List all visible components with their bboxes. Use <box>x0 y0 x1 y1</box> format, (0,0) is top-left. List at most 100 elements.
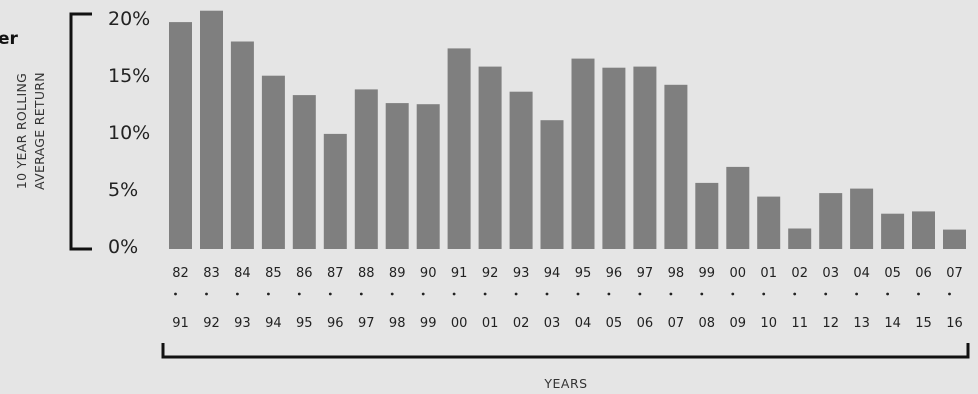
bar <box>850 188 874 249</box>
x-tick-label-end: 98 <box>389 316 406 331</box>
x-tick-label-start: 90 <box>420 266 437 281</box>
x-tick-label-end: 91 <box>172 316 189 331</box>
y-tick-label: 5% <box>108 179 138 201</box>
y-tick-label: 10% <box>108 122 150 144</box>
separator-dot <box>607 292 611 296</box>
bars <box>169 10 966 250</box>
separator-dot <box>824 292 828 296</box>
bar <box>881 213 905 249</box>
y-axis-bracket <box>69 12 92 251</box>
x-tick-label-end: 97 <box>358 316 375 331</box>
x-tick-label-end: 92 <box>203 316 220 331</box>
bar <box>819 193 843 249</box>
x-tick-label-start: 03 <box>822 266 839 281</box>
bar <box>695 182 719 249</box>
separator-dot <box>731 292 735 296</box>
separator-dot <box>793 292 797 296</box>
x-tick-label-start: 07 <box>946 266 963 281</box>
bar <box>788 228 812 249</box>
separator-dot <box>638 292 642 296</box>
separator-dot <box>236 292 239 296</box>
x-tick-label-start: 04 <box>853 266 870 281</box>
x-tick-labels-end-year: 91 92 93 94 95 96 97 98 99 00 01 02 03 04 05 06 07 08 09 10… <box>172 316 963 331</box>
x-tick-label-start: 92 <box>482 266 499 281</box>
separator-dot <box>297 292 301 296</box>
x-tick-label-end: 08 <box>699 316 716 331</box>
x-tick-label-start: 05 <box>884 266 901 281</box>
separator-dot <box>886 292 889 296</box>
bar <box>200 10 223 250</box>
x-tick-labels-start-year: 82 83 84 85 86 87 88 89 90 91 92 93 94 95 96 97 98 99 00 01… <box>172 266 963 281</box>
x-tick-label-start: 95 <box>575 266 592 281</box>
x-tick-label-start: 02 <box>791 266 808 281</box>
x-tick-label-start: 99 <box>699 266 716 281</box>
separator-dot <box>514 292 518 296</box>
bar <box>509 91 533 249</box>
separator-dot <box>483 292 487 296</box>
x-tick-label-start: 85 <box>265 266 282 281</box>
bar <box>943 229 966 249</box>
x-tick-label-end: 93 <box>234 316 251 331</box>
bar <box>726 166 750 249</box>
separator-dot <box>545 292 549 296</box>
bar <box>540 120 564 249</box>
x-tick-label-start: 84 <box>234 266 251 281</box>
x-tick-label-end: 12 <box>822 316 839 331</box>
bar <box>416 104 440 249</box>
bar <box>261 75 285 249</box>
x-tick-label-start: 01 <box>760 266 777 281</box>
x-tick-label-start: 94 <box>544 266 561 281</box>
separator-dot <box>948 292 951 296</box>
x-tick-label-start: 93 <box>513 266 530 281</box>
bar <box>664 84 688 249</box>
separator-dot <box>421 292 425 296</box>
x-tick-label-end: 94 <box>265 316 282 331</box>
x-tick-label-end: 95 <box>296 316 313 331</box>
y-axis-label-line2: AVERAGE RETURN <box>32 72 47 190</box>
x-tick-label-end: 02 <box>513 316 530 331</box>
separator-dot <box>205 292 208 296</box>
x-tick-label-start: 06 <box>915 266 932 281</box>
x-tick-label-end: 16 <box>946 316 963 331</box>
x-tick-label-end: 05 <box>606 316 623 331</box>
separator-dot <box>359 292 363 296</box>
x-tick-label-start: 86 <box>296 266 313 281</box>
x-tick-label-end: 13 <box>853 316 870 331</box>
bar <box>354 89 378 250</box>
x-tick-label-end: 96 <box>327 316 344 331</box>
bar <box>633 66 657 249</box>
bar <box>447 48 471 250</box>
cropped-title-fragment: er <box>0 29 19 49</box>
separator-dot <box>267 292 270 296</box>
dotted-separator <box>174 292 951 296</box>
bar <box>478 66 502 249</box>
x-tick-label-end: 11 <box>791 316 808 331</box>
y-axis-label: 10 YEAR ROLLING AVERAGE RETURN <box>14 72 47 190</box>
x-tick-label-end: 04 <box>575 316 592 331</box>
x-tick-label-start: 82 <box>172 266 189 281</box>
separator-dot <box>762 292 766 296</box>
separator-dot <box>328 292 332 296</box>
x-tick-label-start: 88 <box>358 266 375 281</box>
x-tick-label-end: 00 <box>451 316 468 331</box>
x-tick-label-end: 10 <box>760 316 777 331</box>
x-tick-label-end: 03 <box>544 316 561 331</box>
bar <box>571 58 595 249</box>
x-axis-bracket <box>161 343 970 359</box>
x-tick-label-start: 96 <box>606 266 623 281</box>
bar <box>323 133 347 249</box>
bar <box>292 95 316 249</box>
x-tick-label-start: 87 <box>327 266 344 281</box>
separator-dot <box>855 292 858 296</box>
x-tick-label-start: 91 <box>451 266 468 281</box>
separator-dot <box>390 292 394 296</box>
x-tick-label-end: 15 <box>915 316 932 331</box>
y-tick-label: 20% <box>108 8 150 30</box>
y-tick-label: 0% <box>108 236 138 258</box>
x-tick-label-end: 06 <box>637 316 654 331</box>
separator-dot <box>669 292 673 296</box>
x-tick-label-end: 14 <box>884 316 901 331</box>
bar <box>385 103 409 249</box>
x-axis-label: YEARS <box>543 376 587 391</box>
x-tick-label-start: 83 <box>203 266 220 281</box>
